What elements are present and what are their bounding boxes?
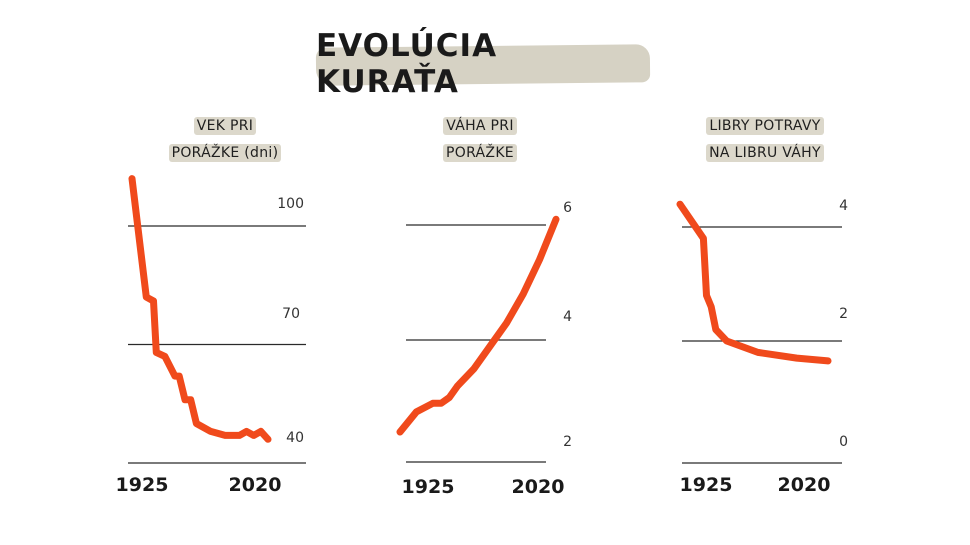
panel-title-line: NA LIBRU VÁHY — [706, 144, 824, 162]
data-point — [413, 408, 420, 416]
y-tick-label: 6 — [563, 200, 572, 216]
data-point — [712, 326, 720, 333]
data-point — [143, 293, 150, 301]
y-tick-label: 2 — [563, 434, 572, 450]
data-point — [207, 428, 214, 435]
panel-title-weight: VÁHA PRI PORÁŽKE — [400, 113, 560, 167]
y-tick-label: 100 — [277, 196, 304, 212]
x-tick-label: 1925 — [680, 474, 733, 496]
data-point — [221, 432, 229, 439]
panel-title-line: LIBRY POTRAVY — [706, 117, 824, 135]
data-point — [700, 235, 707, 242]
panel-title-line: PORÁŽKE (dni) — [168, 144, 282, 162]
data-point — [824, 357, 832, 365]
data-point — [429, 400, 437, 407]
data-point — [470, 365, 478, 372]
panel-title-line: VÁHA PRI — [443, 117, 517, 135]
data-point — [446, 394, 453, 401]
data-point — [257, 428, 265, 435]
data-point — [181, 396, 189, 403]
chart-title-container: EVOLÚCIA KURAŤA — [315, 28, 651, 100]
y-tick-label: 70 — [282, 306, 300, 322]
x-tick-label: 2020 — [229, 474, 282, 496]
data-point — [707, 303, 715, 310]
data-point — [243, 428, 250, 435]
data-point — [503, 319, 510, 326]
data-point — [128, 175, 136, 182]
x-tick-label: 1925 — [402, 476, 455, 498]
data-point — [703, 292, 710, 299]
data-point — [236, 432, 243, 439]
y-tick-label: 0 — [839, 434, 848, 450]
data-point — [150, 297, 157, 305]
x-tick-label: 1925 — [116, 474, 169, 496]
data-point — [161, 353, 169, 360]
x-tick-label: 2020 — [512, 476, 565, 498]
y-tick-label: 2 — [839, 306, 848, 322]
series-line — [676, 200, 832, 365]
data-point — [264, 436, 272, 443]
page-title: EVOLÚCIA KURAŤA — [316, 28, 498, 100]
panel-title-feed: LIBRY POTRAVY NA LIBRU VÁHY — [680, 113, 850, 167]
data-point — [676, 201, 684, 208]
data-point — [487, 342, 494, 349]
data-point — [536, 256, 543, 263]
data-point — [552, 216, 560, 223]
data-point — [193, 420, 200, 427]
y-tick-label: 40 — [286, 430, 304, 446]
data-point — [754, 349, 762, 356]
panel-title-line: PORÁŽKE — [443, 144, 517, 162]
y-tick-label: 4 — [563, 309, 572, 325]
data-point — [187, 396, 194, 403]
y-tick-label: 4 — [839, 198, 848, 214]
series-line — [128, 175, 272, 443]
data-point — [454, 382, 461, 390]
data-point — [396, 428, 404, 436]
series-line — [396, 215, 560, 436]
data-point — [153, 349, 160, 356]
panel-title-age: VEK PRI PORÁŽKE (dni) — [140, 113, 310, 167]
panel-title-line: VEK PRI — [193, 117, 257, 135]
data-point — [793, 354, 801, 362]
data-point — [437, 400, 445, 407]
data-point — [723, 337, 730, 345]
data-point — [176, 372, 183, 380]
x-tick-label: 2020 — [778, 474, 831, 496]
data-point — [250, 432, 257, 439]
data-point — [519, 290, 527, 298]
